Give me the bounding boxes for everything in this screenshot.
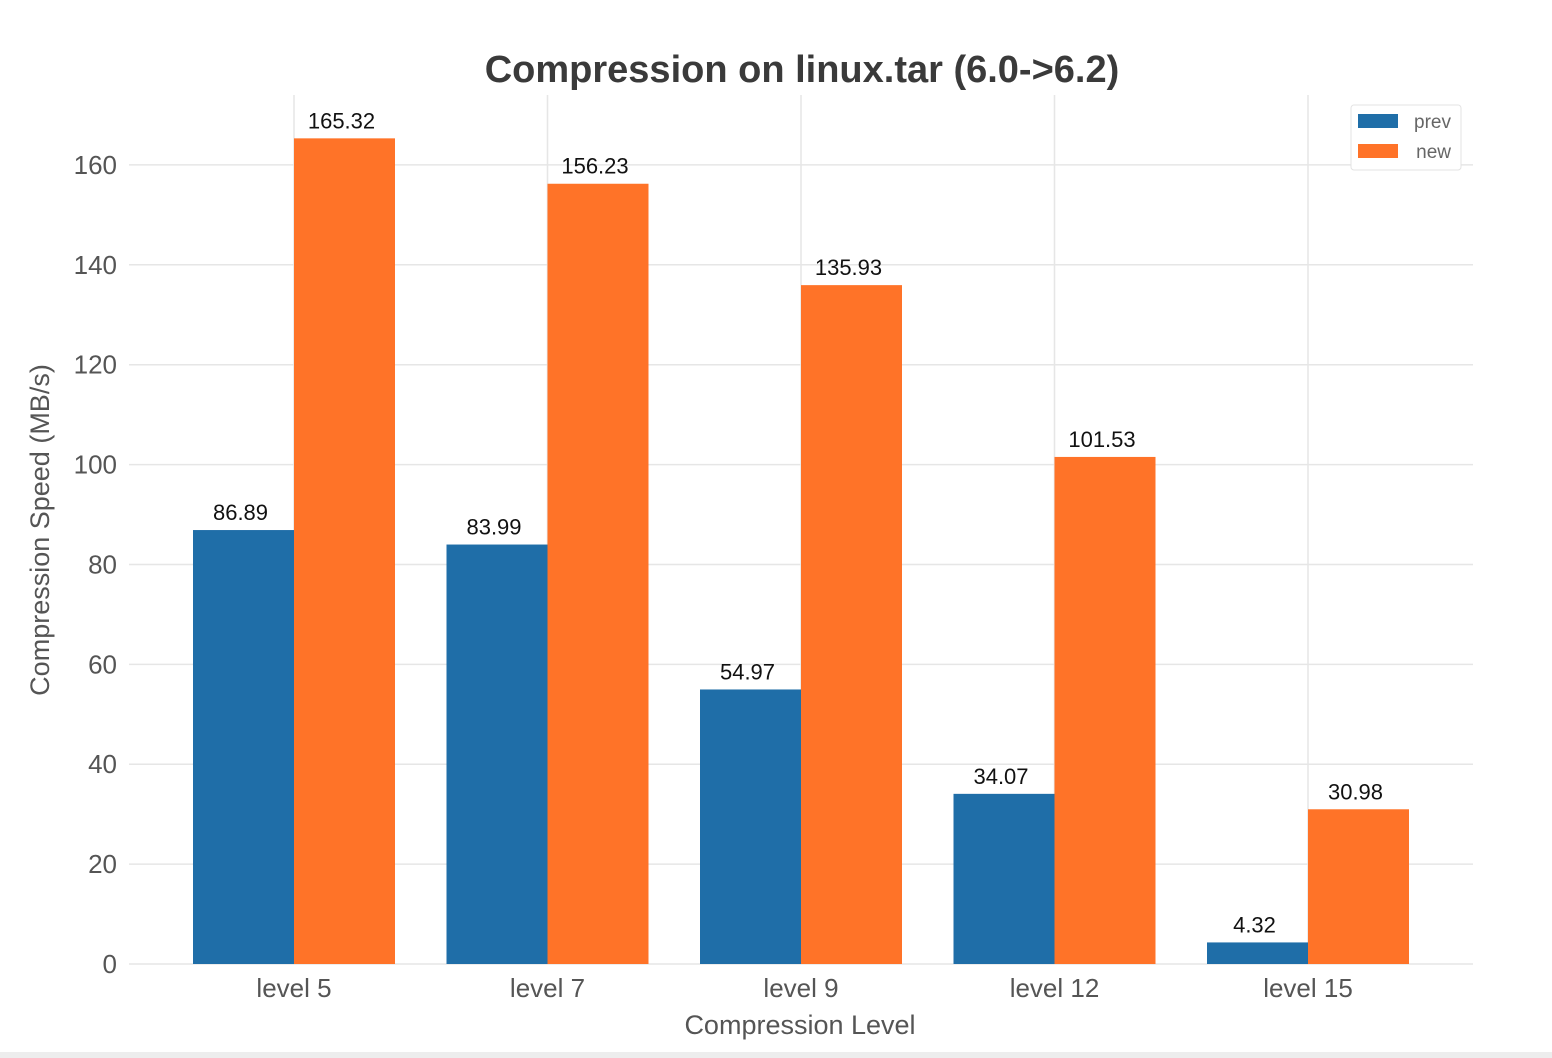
data-label: 165.32 [308,108,375,133]
bar-prev [1207,942,1308,964]
chart-title: Compression on linux.tar (6.0->6.2) [485,49,1120,91]
data-label: 54.97 [720,659,775,684]
bar-new [547,183,649,965]
x-tick-label: level 7 [510,973,585,1003]
bar-new [801,285,902,964]
x-tick-label: level 15 [1263,973,1353,1003]
x-axis-label: Compression Level [684,1010,915,1040]
bar-new [1308,809,1409,964]
y-tick-label: 80 [88,549,117,579]
y-tick-label: 120 [74,350,117,380]
y-tick-label: 20 [88,849,117,879]
x-tick-label: level 5 [256,973,331,1003]
data-label: 135.93 [815,255,882,280]
y-tick-label: 60 [88,649,117,679]
y-axis-label: Compression Speed (MB/s) [25,364,55,696]
y-tick-label: 40 [88,749,117,779]
bar-new [1054,456,1156,964]
y-tick-label: 0 [103,949,117,979]
bottom-strip [0,1052,1552,1058]
legend-swatch-new [1358,144,1398,158]
y-tick-label: 100 [74,450,117,480]
data-label: 101.53 [1068,427,1135,452]
data-label: 83.99 [466,515,521,540]
x-tick-label: level 12 [1010,973,1100,1003]
bar-prev [193,530,294,964]
legend-swatch-prev [1358,114,1398,128]
bar-prev [446,544,548,964]
data-label: 156.23 [561,154,628,179]
bar-prev [953,793,1055,964]
y-tick-label: 140 [74,250,117,280]
legend-label-prev: prev [1414,112,1451,133]
legend-label-new: new [1416,142,1451,163]
legend: prev new [1350,104,1462,171]
data-label: 86.89 [213,500,268,525]
y-tick-label: 160 [74,150,117,180]
data-label: 4.32 [1233,912,1276,937]
data-label: 34.07 [973,764,1028,789]
data-label: 30.98 [1328,779,1383,804]
x-tick-label: level 9 [763,973,838,1003]
bar-prev [700,689,801,964]
bar-new [294,138,395,965]
